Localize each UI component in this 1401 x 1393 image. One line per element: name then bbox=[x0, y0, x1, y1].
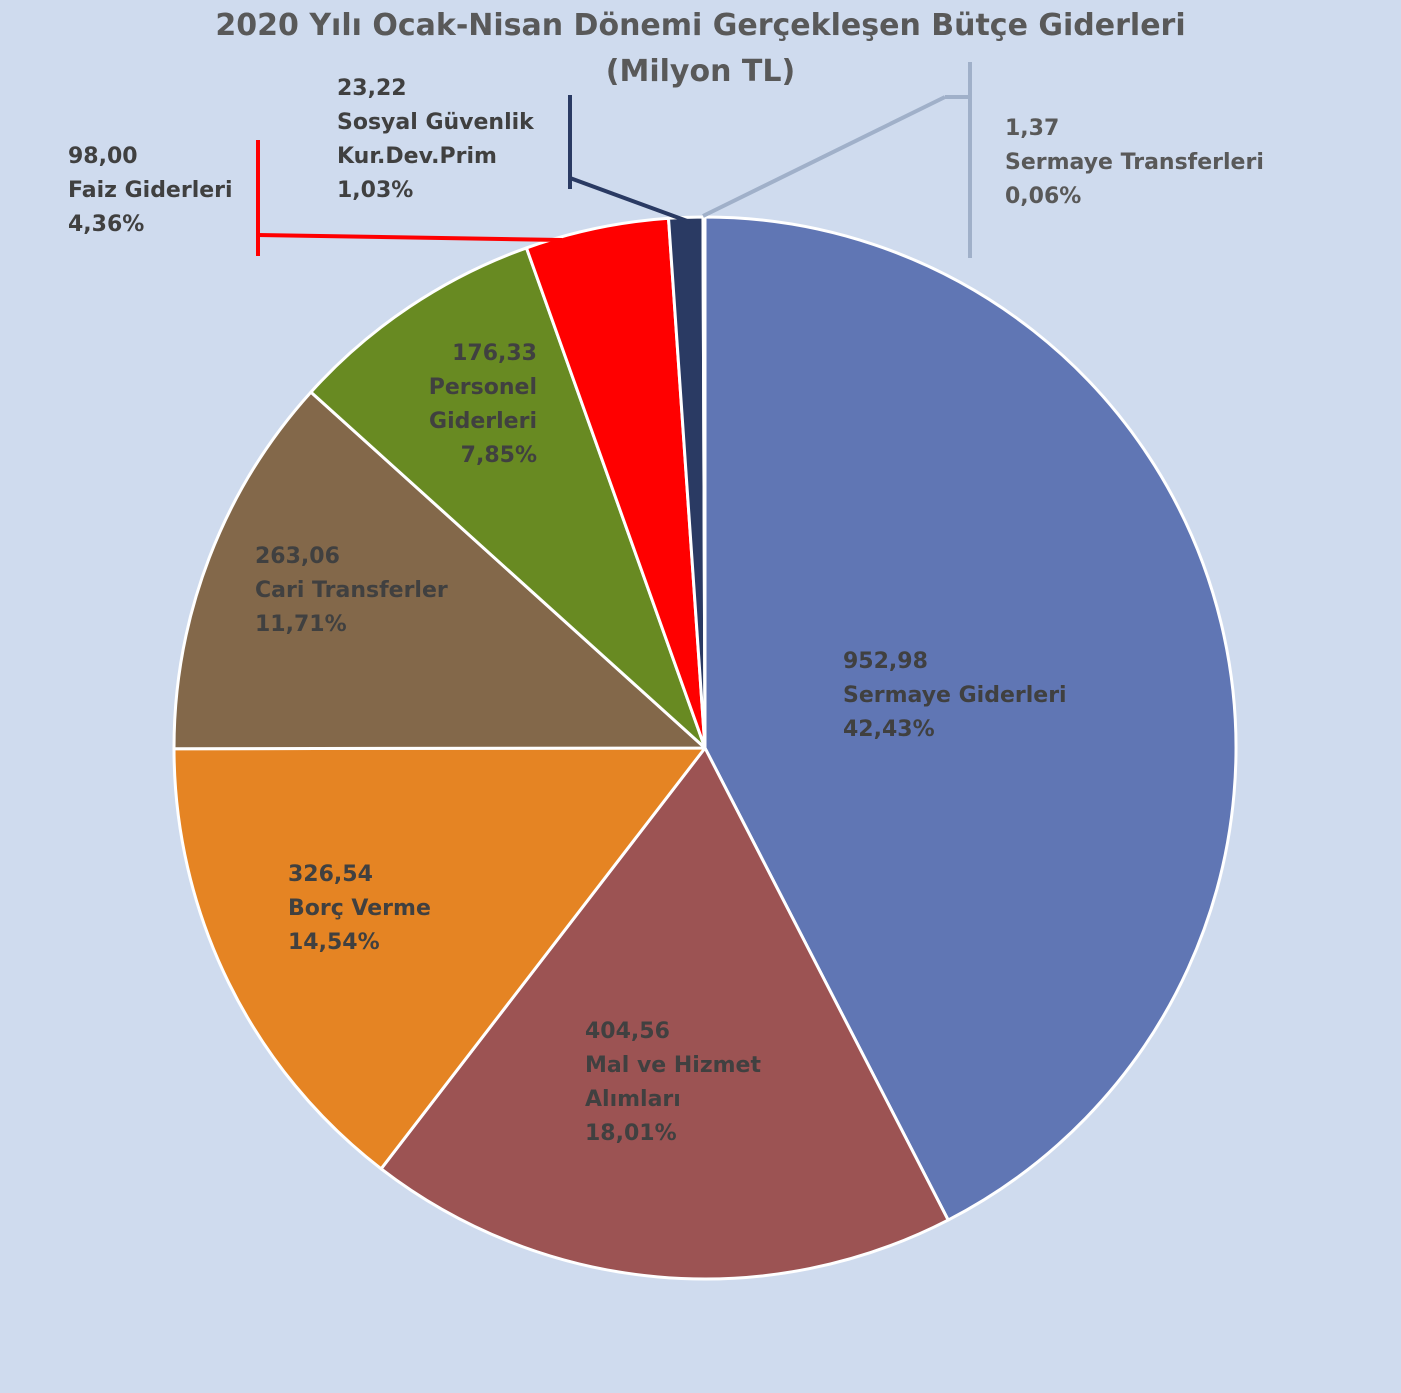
pie-slice bbox=[379, 746, 950, 1281]
category-label: Faiz Giderleri bbox=[68, 178, 233, 203]
value-label: 404,56 bbox=[585, 1019, 670, 1044]
value-label: 176,33 bbox=[452, 341, 537, 366]
category-label: Sermaye Giderleri bbox=[843, 683, 1067, 708]
value-label: 23,22 bbox=[337, 76, 407, 101]
value-label: 263,06 bbox=[255, 544, 340, 569]
data-label: 326,54 Borç Verme 14,54% bbox=[288, 858, 588, 960]
category-label: Personel Giderleri bbox=[428, 375, 537, 434]
leader-line bbox=[257, 233, 563, 242]
pie-slice bbox=[703, 215, 1238, 1222]
percent-label: 18,01% bbox=[585, 1121, 677, 1146]
data-label: 263,06 Cari Transferler 11,71% bbox=[255, 540, 555, 642]
category-label: Mal ve Hizmet Alımları bbox=[585, 1053, 761, 1112]
data-label: 404,56 Mal ve Hizmet Alımları 18,01% bbox=[585, 1015, 795, 1151]
percent-label: 42,43% bbox=[843, 717, 935, 742]
percent-label: 7,85% bbox=[460, 443, 537, 468]
category-label: Sermaye Transferleri bbox=[1005, 150, 1264, 175]
value-label: 1,37 bbox=[1005, 116, 1060, 141]
value-label: 952,98 bbox=[843, 649, 928, 674]
percent-label: 0,06% bbox=[1005, 184, 1082, 209]
leader-line bbox=[569, 176, 691, 224]
chart-subtitle: (Milyon TL) bbox=[605, 54, 796, 89]
value-label: 98,00 bbox=[68, 144, 138, 169]
data-label: 952,98 Sermaye Giderleri 42,43% bbox=[843, 645, 1243, 747]
percent-label: 14,54% bbox=[288, 930, 380, 955]
pie-slice bbox=[172, 390, 707, 751]
value-label: 326,54 bbox=[288, 862, 373, 887]
pie-slice bbox=[309, 246, 707, 750]
data-label: 1,37 Sermaye Transferleri 0,06% bbox=[1005, 112, 1395, 214]
percent-label: 1,03% bbox=[337, 178, 414, 203]
data-label: 23,22 Sosyal Güvenlik Kur.Dev.Prim 1,03% bbox=[337, 72, 552, 208]
pie-slice bbox=[172, 746, 707, 1171]
pie-slice bbox=[701, 215, 707, 750]
data-label: 98,00 Faiz Giderleri 4,36% bbox=[68, 140, 328, 242]
percent-label: 11,71% bbox=[255, 612, 347, 637]
category-label: Cari Transferler bbox=[255, 578, 448, 603]
category-label: Borç Verme bbox=[288, 896, 431, 921]
percent-label: 4,36% bbox=[68, 212, 145, 237]
leader-line bbox=[702, 95, 946, 218]
data-label: 176,33 Personel Giderleri 7,85% bbox=[397, 337, 537, 473]
chart-title: 2020 Yılı Ocak-Nisan Dönemi Gerçekleşen … bbox=[215, 8, 1186, 43]
category-label: Sosyal Güvenlik Kur.Dev.Prim bbox=[337, 110, 534, 169]
